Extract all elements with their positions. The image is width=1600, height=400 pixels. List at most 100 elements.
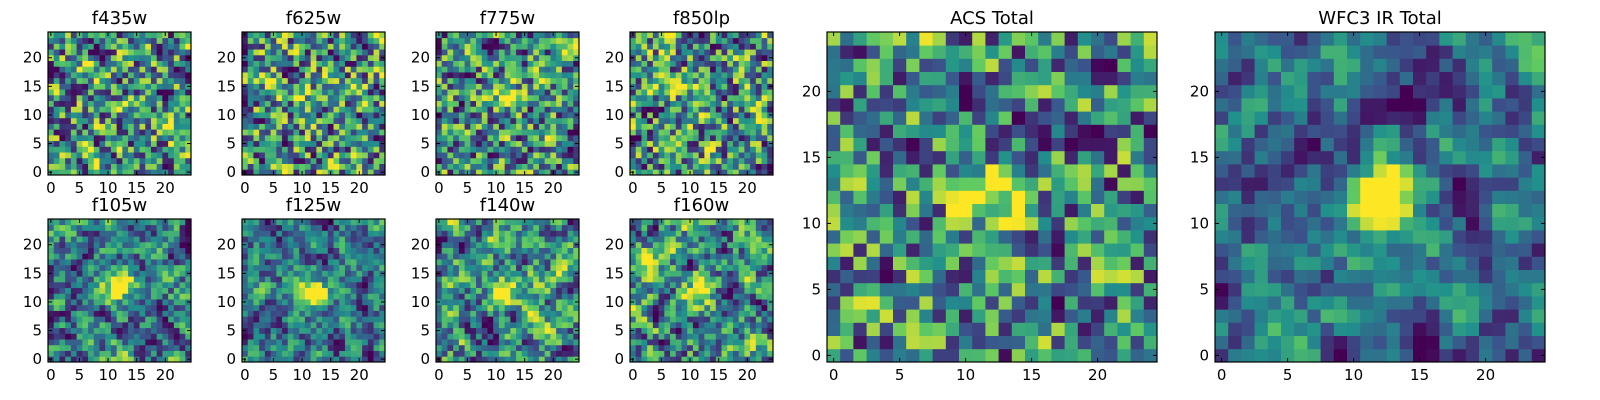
heatmap-cell <box>498 32 506 39</box>
heatmap-cell <box>88 327 95 334</box>
heatmap-cell <box>698 344 705 351</box>
heatmap-cell <box>573 310 580 317</box>
heatmap-cell <box>88 49 95 56</box>
heatmap-cell <box>150 54 158 61</box>
heatmap-cell <box>168 299 175 306</box>
heatmap-cell <box>304 333 312 340</box>
heatmap-cell <box>470 310 477 317</box>
heatmap-cell <box>533 129 540 136</box>
heatmap-cell <box>333 134 340 142</box>
heatmap-cell <box>293 112 300 119</box>
heatmap-cell <box>276 66 283 73</box>
heatmap-cell <box>470 224 477 231</box>
heatmap-cell <box>732 310 740 317</box>
heatmap-cell <box>664 350 671 357</box>
heatmap-cell <box>544 157 551 164</box>
heatmap-cell <box>344 270 352 277</box>
heatmap-cell <box>687 287 694 294</box>
heatmap-cell <box>299 230 306 237</box>
x-tick-label: 5 <box>657 179 667 197</box>
heatmap-cell <box>322 287 329 294</box>
heatmap-cell <box>675 66 682 73</box>
heatmap-cell <box>322 54 329 61</box>
heatmap-cell <box>173 37 180 44</box>
heatmap-cell <box>122 356 129 363</box>
heatmap-cell <box>476 100 483 107</box>
heatmap-cell <box>681 54 688 61</box>
heatmap-cell <box>527 219 534 226</box>
heatmap-cell <box>253 43 260 50</box>
heatmap-cell <box>498 276 506 283</box>
heatmap-cell <box>179 157 186 164</box>
heatmap-cell <box>738 356 745 363</box>
heatmap-cell <box>556 350 563 357</box>
heatmap-cell <box>259 293 266 300</box>
heatmap-cell <box>150 77 158 84</box>
heatmap-cell <box>310 281 317 289</box>
heatmap-cell <box>453 83 460 90</box>
heatmap-cell <box>550 281 557 289</box>
heatmap-cell <box>721 83 728 90</box>
heatmap-cell <box>264 169 271 176</box>
heatmap-cell <box>293 106 300 113</box>
heatmap-cell <box>704 89 711 96</box>
heatmap-cell <box>675 299 682 306</box>
heatmap-cell <box>253 350 260 357</box>
heatmap-cell <box>350 54 357 61</box>
heatmap-cell <box>316 253 323 260</box>
heatmap-cell <box>755 37 762 44</box>
heatmap-cell <box>299 224 306 231</box>
heatmap-cell <box>675 333 682 340</box>
heatmap-cell <box>510 100 517 107</box>
heatmap-cell <box>156 236 163 243</box>
heatmap-cell <box>367 327 374 334</box>
heatmap-cell <box>481 253 488 260</box>
heatmap-cell <box>59 310 66 317</box>
heatmap-cell <box>670 140 677 147</box>
heatmap-cell <box>698 333 705 340</box>
heatmap-cell <box>316 321 323 329</box>
heatmap-cell <box>168 219 175 226</box>
heatmap-cell <box>664 281 671 289</box>
heatmap-cell <box>658 117 665 124</box>
heatmap-cell <box>270 157 277 164</box>
heatmap-cell <box>105 321 112 329</box>
heatmap-cell <box>344 117 352 124</box>
heatmap-cell <box>470 287 477 294</box>
heatmap-cell <box>150 106 158 113</box>
heatmap-cell <box>48 152 55 159</box>
heatmap-cell <box>630 333 637 340</box>
heatmap-cell <box>162 333 169 340</box>
heatmap-cell <box>88 350 95 357</box>
heatmap-cell <box>567 106 574 113</box>
heatmap-cell <box>453 89 460 96</box>
heatmap-cell <box>635 49 642 56</box>
heatmap-cell <box>738 134 745 142</box>
heatmap-cell <box>453 117 460 124</box>
heatmap-cell <box>641 123 648 130</box>
heatmap-cell <box>259 146 266 153</box>
heatmap-cell <box>447 253 454 260</box>
heatmap-cell <box>133 117 140 124</box>
heatmap-cell <box>504 333 511 340</box>
heatmap-cell <box>704 60 711 67</box>
heatmap-cell <box>675 270 682 277</box>
heatmap-cell <box>681 134 688 142</box>
heatmap-cell <box>139 117 146 124</box>
heatmap-cell <box>681 66 688 73</box>
heatmap-cell <box>110 157 118 164</box>
heatmap-cell <box>698 339 705 346</box>
heatmap-cell <box>476 327 483 334</box>
heatmap-cell <box>750 157 757 164</box>
heatmap-cell <box>350 43 357 50</box>
heatmap-cell <box>185 123 192 130</box>
heatmap-cell <box>373 316 380 323</box>
heatmap-cell <box>110 356 118 363</box>
heatmap-cell <box>247 157 254 164</box>
heatmap-cell <box>270 152 277 159</box>
heatmap-cell <box>561 344 568 351</box>
heatmap-cell <box>441 247 448 254</box>
heatmap-cell <box>168 49 175 56</box>
heatmap-cell <box>458 94 465 102</box>
heatmap-cell <box>476 299 483 306</box>
